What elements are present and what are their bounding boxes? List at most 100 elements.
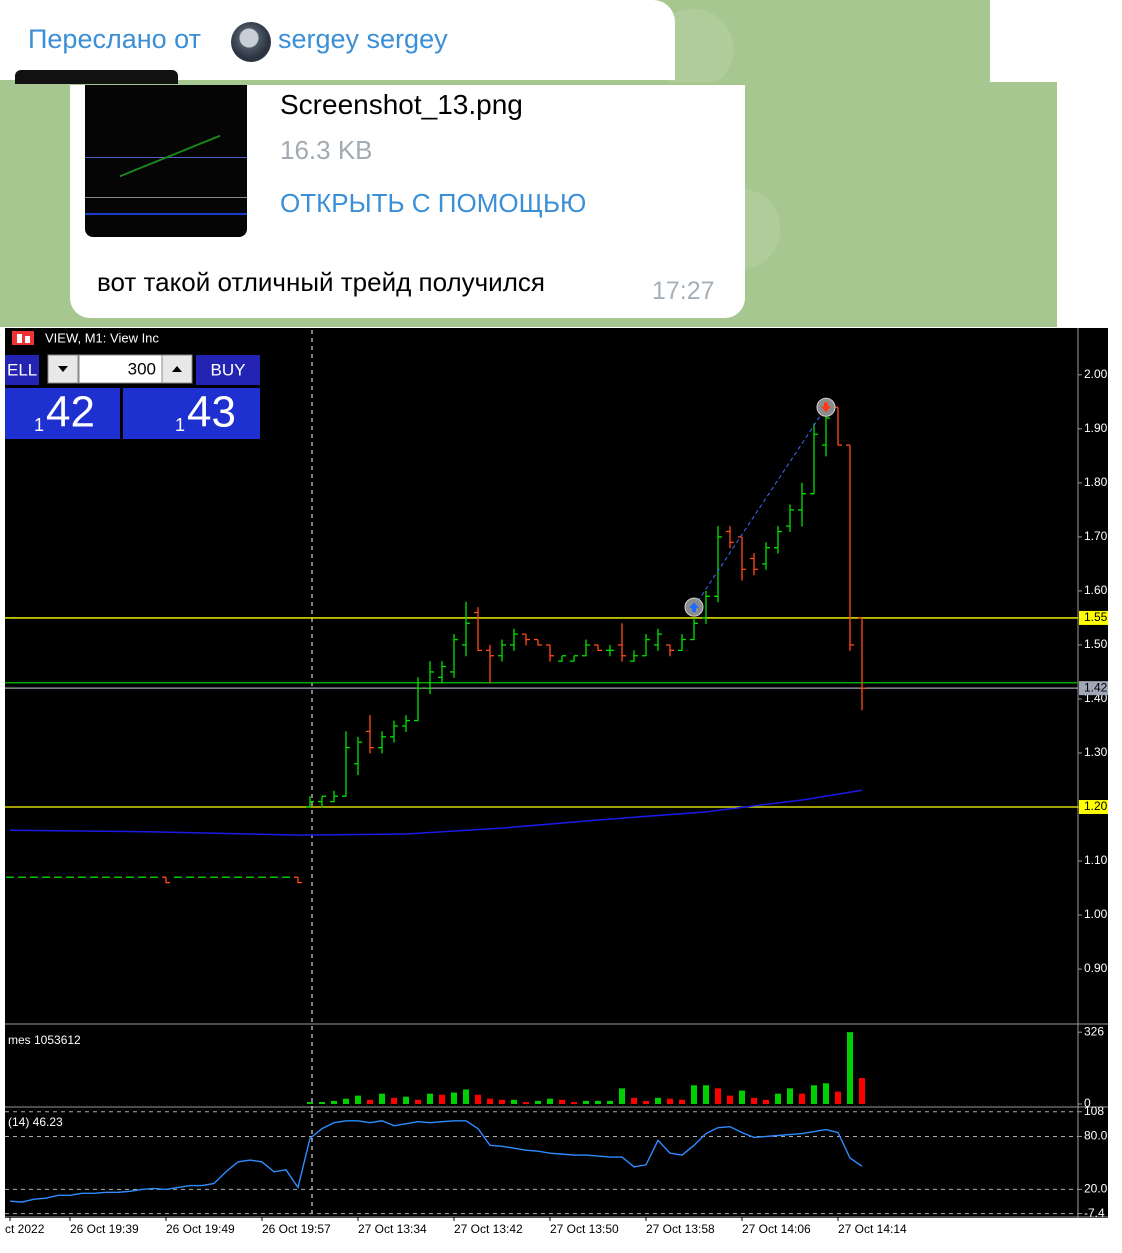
volume-bar (427, 1093, 433, 1104)
volume-bar (355, 1095, 361, 1104)
price-level-tag (1079, 610, 1108, 625)
chart-background (5, 328, 1108, 1218)
lot-input[interactable] (78, 354, 163, 384)
x-tick-label: 26 Oct 19:49 (166, 1222, 235, 1236)
ask-prefix[interactable]: 1 (175, 415, 185, 435)
volume-bar (439, 1094, 445, 1104)
trade-panel: ELL 300 BUY 1 42 1 43 (5, 354, 260, 439)
x-tick-label: ct 2022 (5, 1222, 45, 1236)
bid-prefix[interactable]: 1 (34, 415, 44, 435)
y-tick-label: -7.4 (1084, 1206, 1105, 1220)
y-tick-label: 0.90 (1084, 961, 1108, 975)
thumbnail-line (85, 157, 247, 158)
ask-price[interactable]: 43 (187, 388, 236, 437)
volume-bar (847, 1032, 853, 1104)
volume-bar (835, 1091, 841, 1104)
x-tick-label: 27 Oct 14:06 (742, 1222, 811, 1236)
volume-bar (763, 1099, 769, 1104)
y-tick-label: 1.60 (1084, 583, 1108, 597)
volume-bar (655, 1097, 661, 1104)
volume-bar (631, 1097, 637, 1104)
symbol-icon (25, 336, 30, 343)
y-tick-label: 1.70 (1084, 529, 1108, 543)
volume-label: mes 1053612 (8, 1033, 81, 1047)
forward-prefix: Переслано от (28, 24, 201, 54)
rsi-label: (14) 46.23 (8, 1115, 63, 1129)
thumbnail-trend (120, 85, 220, 178)
lot-increase-arrow (172, 366, 182, 372)
volume-bar (523, 1102, 529, 1104)
volume-bar (751, 1097, 757, 1104)
volume-bar (487, 1098, 493, 1104)
bid-price[interactable]: 42 (46, 388, 95, 437)
volume-bar (307, 1102, 313, 1104)
y-tick-label: 1.50 (1084, 637, 1108, 651)
volume-bar (607, 1100, 613, 1104)
x-tick-label: 27 Oct 13:42 (454, 1222, 523, 1236)
rsi-line (9, 1120, 863, 1203)
time-axis-background (5, 1218, 1108, 1242)
sell-button[interactable] (5, 355, 39, 385)
lot-value[interactable]: 300 (128, 359, 156, 378)
file-size: 16.3 KB (280, 135, 373, 165)
forward-header: Переслано от sergey sergey (0, 0, 675, 80)
y-tick-label: 1.00 (1084, 907, 1108, 921)
volume-bar (823, 1083, 829, 1104)
previous-image-edge (15, 70, 178, 84)
volume-bar (727, 1095, 733, 1104)
price-level-tag (1079, 681, 1108, 696)
volume-bar (463, 1089, 469, 1104)
sell-button-label[interactable]: ELL (7, 360, 37, 379)
volume-bar (775, 1093, 781, 1104)
volume-bar (799, 1093, 805, 1104)
file-thumbnail[interactable] (85, 85, 247, 237)
volume-bar (319, 1102, 325, 1104)
price-level-label: 1.20 (1084, 799, 1108, 813)
volume-bar (391, 1097, 397, 1104)
buy-button[interactable] (196, 355, 260, 385)
volume-bar (859, 1078, 865, 1104)
chart-title: VIEW, M1: View Inc (45, 330, 159, 345)
volume-bar (667, 1098, 673, 1104)
price-level-label: 1.55 (1084, 610, 1108, 624)
x-tick-label: 26 Oct 19:57 (262, 1222, 331, 1236)
ask-box[interactable] (123, 388, 260, 439)
y-tick-label: 2.00 (1084, 367, 1108, 381)
volume-bar (535, 1100, 541, 1104)
message-time: 17:27 (652, 277, 715, 305)
trade-line (693, 406, 827, 608)
symbol-icon (12, 331, 34, 345)
volume-bar (451, 1092, 457, 1104)
thumbnail-line (85, 213, 247, 215)
volume-bar (475, 1094, 481, 1104)
x-tick-label: 27 Oct 13:34 (358, 1222, 427, 1236)
bid-box[interactable] (5, 388, 120, 439)
x-tick-label: 27 Oct 13:50 (550, 1222, 619, 1236)
buy-button-label[interactable]: BUY (211, 360, 246, 379)
trade-arrow (821, 402, 831, 413)
avatar[interactable] (231, 22, 271, 62)
volume-bar (703, 1085, 709, 1104)
volume-bar (331, 1100, 337, 1104)
file-name[interactable]: Screenshot_13.png (280, 89, 523, 120)
message-text: вот такой отличный трейд получился (97, 267, 545, 297)
volume-bar (691, 1085, 697, 1104)
moving-average (9, 789, 863, 836)
y-tick-label: 108 (1084, 1104, 1104, 1118)
price-level-label: 1.42 (1084, 680, 1108, 694)
lot-decrease-arrow (58, 366, 68, 372)
x-tick-label: 27 Oct 14:14 (838, 1222, 907, 1236)
volume-bar (643, 1100, 649, 1104)
volume-bar (511, 1099, 517, 1104)
x-tick-label: 26 Oct 19:39 (70, 1222, 139, 1236)
volume-bar (559, 1099, 565, 1104)
forward-name[interactable]: sergey sergey (278, 24, 448, 54)
trade-arrow (689, 602, 699, 613)
symbol-icon (17, 334, 22, 343)
y-tick-label: 1.10 (1084, 853, 1108, 867)
volume-bar (595, 1100, 601, 1104)
volume-bar (715, 1088, 721, 1104)
open-with-button[interactable]: ОТКРЫТЬ С ПОМОЩЬЮ (280, 188, 587, 218)
y-tick-label: 1.30 (1084, 745, 1108, 759)
